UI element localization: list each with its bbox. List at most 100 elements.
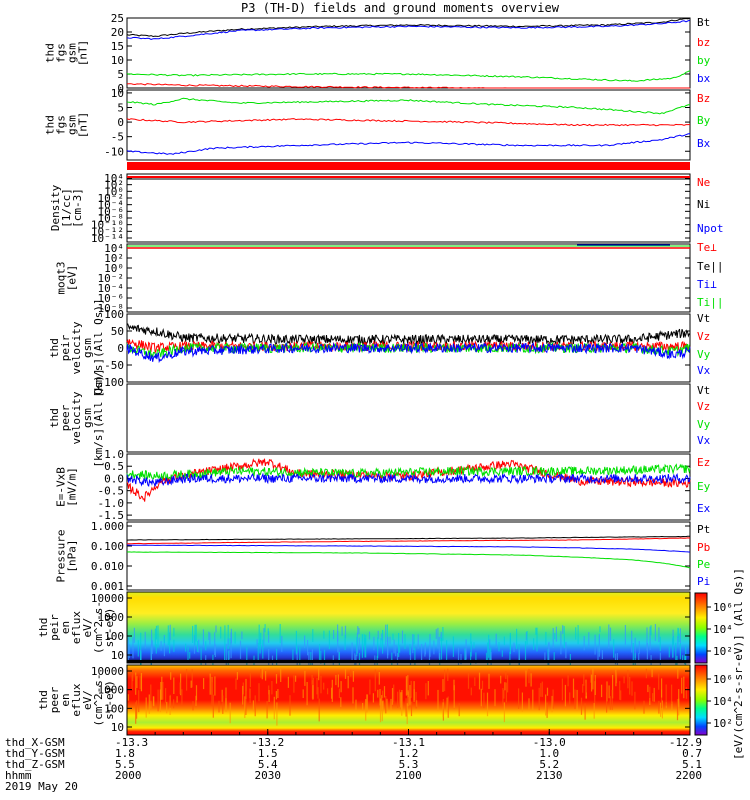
- panel-frame: [126, 521, 691, 591]
- y-tick-label: 50: [111, 325, 124, 338]
- spectrogram-streak: [144, 631, 146, 649]
- spectrogram-streak: [599, 626, 601, 633]
- spectrogram-streak: [452, 636, 454, 657]
- spectrogram-streak: [495, 633, 497, 648]
- y-axis-label-line: [nPa]: [66, 539, 79, 572]
- spectrogram-streak: [355, 654, 357, 665]
- spectrogram-streak: [562, 625, 564, 634]
- spectrogram-streak: [470, 633, 472, 644]
- spectrogram-streak: [421, 644, 423, 661]
- spectrogram-streak: [176, 696, 178, 703]
- spectrogram-streak: [347, 676, 349, 689]
- spectrogram-streak: [222, 695, 224, 714]
- x-tick-label: -13.2: [251, 736, 284, 749]
- y-tick-label: 10⁴: [104, 242, 124, 255]
- spectrogram-streak: [374, 669, 376, 692]
- spectrogram-streak: [594, 675, 596, 695]
- spectrogram-ion-spec: [127, 592, 690, 663]
- spectrogram-streak: [236, 672, 238, 680]
- spectrogram-streak: [623, 676, 625, 684]
- spectrogram-streak: [169, 624, 171, 641]
- spectrogram-streak: [169, 632, 171, 654]
- spectrogram-streak: [277, 689, 279, 698]
- spectrogram-streak: [190, 680, 192, 688]
- spectrogram-streak: [412, 634, 414, 654]
- series-Ey: [126, 463, 691, 481]
- spectrogram-streak: [254, 695, 256, 717]
- spectrogram-streak: [413, 689, 415, 702]
- y-tick-label: 1.0: [104, 448, 124, 461]
- spectrogram-streak: [332, 655, 334, 665]
- spectrogram-streak: [281, 635, 283, 652]
- panel-efield: -1.5-1.0-0.50.00.51.0 E=-VxB[mV/m] Ez Ey Ex: [55, 448, 711, 522]
- spectrogram-streak: [440, 631, 442, 639]
- spectrogram-streak: [379, 698, 382, 723]
- spectrogram-streak: [268, 690, 270, 702]
- spectrogram-streak: [677, 628, 679, 639]
- y-tick-label: 10⁻¹⁰: [91, 219, 124, 232]
- spectrogram-streak: [151, 640, 153, 654]
- spectrogram-texture: [127, 668, 691, 726]
- x-axis-row-label: hhmm: [5, 769, 32, 782]
- y-axis-label-line: thd: [44, 43, 57, 63]
- spectrogram-streak: [503, 636, 505, 646]
- spectrogram-streak: [679, 643, 681, 660]
- spectrogram-streak: [196, 641, 199, 652]
- spectrogram-streak: [354, 653, 356, 675]
- spectrogram-streak: [415, 691, 417, 709]
- spectrogram-streak: [401, 630, 404, 644]
- spectrogram-streak: [344, 625, 347, 639]
- spectrogram-streak: [634, 691, 636, 710]
- spectrogram-streak: [545, 694, 547, 716]
- y-tick-label: 10⁰: [104, 262, 124, 275]
- spectrogram-streak: [478, 672, 481, 690]
- spectrogram-streak: [545, 631, 547, 645]
- panel-density: 10⁴10²10⁰10⁻²10⁻⁴10⁻⁶10⁻⁸10⁻¹⁰10⁻¹²10⁻¹⁴…: [49, 172, 724, 245]
- spectrogram-streak: [500, 675, 502, 684]
- spectrogram-streak: [483, 692, 485, 709]
- spectrogram-streak: [173, 677, 175, 694]
- panels: 0510152025thdfgsgsm[nT]Btbzbybx-10-50510…: [37, 12, 724, 736]
- spectrogram-streak: [395, 645, 397, 657]
- spectrogram-streak: [651, 669, 653, 678]
- spectrogram-streak: [612, 675, 614, 699]
- spectrogram-streak: [540, 683, 542, 697]
- spectrogram-streak: [252, 700, 254, 712]
- spectrogram-streak: [593, 703, 595, 719]
- spectrogram-streak: [225, 643, 227, 666]
- series-Pi: [126, 544, 691, 553]
- y-axis-label-line: [eV]: [66, 265, 79, 292]
- spectrogram-streak: [153, 696, 155, 707]
- spectrogram-streak: [591, 674, 593, 692]
- y-axis-label-line: [km/s](All Qs)]: [92, 298, 105, 397]
- spectrogram-streak: [355, 699, 357, 710]
- spectrogram-streak: [661, 700, 663, 719]
- spectrogram-streak: [429, 634, 431, 657]
- spectrogram-streak: [244, 696, 246, 718]
- spectrogram-streak: [373, 636, 375, 651]
- y-axis-label-line: Pressure: [55, 530, 68, 583]
- y-tick-label: 10²: [104, 179, 124, 192]
- spectrogram-streak: [220, 626, 222, 639]
- y-axis-label-line: en: [59, 693, 72, 706]
- spectrogram-streak: [230, 632, 232, 650]
- spectrogram-streak: [410, 701, 413, 717]
- spectrogram-streak: [150, 684, 152, 702]
- panel-frame: [126, 591, 691, 664]
- spectrogram-streak: [150, 644, 152, 666]
- y-axis-label-line: gsm: [66, 115, 79, 135]
- y-tick-label: 15: [111, 40, 124, 53]
- spectrogram-streak: [365, 699, 367, 721]
- spectrogram-streak: [271, 681, 273, 695]
- spectrogram-streak: [652, 693, 654, 702]
- spectrogram-streak: [203, 678, 205, 690]
- spectrogram-streak: [212, 694, 214, 718]
- spectrogram-streak: [552, 628, 554, 648]
- y-tick-label: 10²: [104, 252, 124, 265]
- colorbar-tick-label: 10²: [713, 717, 733, 730]
- spectrogram-streak: [631, 681, 633, 696]
- spectrogram-streak: [555, 626, 557, 642]
- spectrogram-streak: [583, 674, 585, 686]
- spectrogram-streak: [485, 652, 488, 663]
